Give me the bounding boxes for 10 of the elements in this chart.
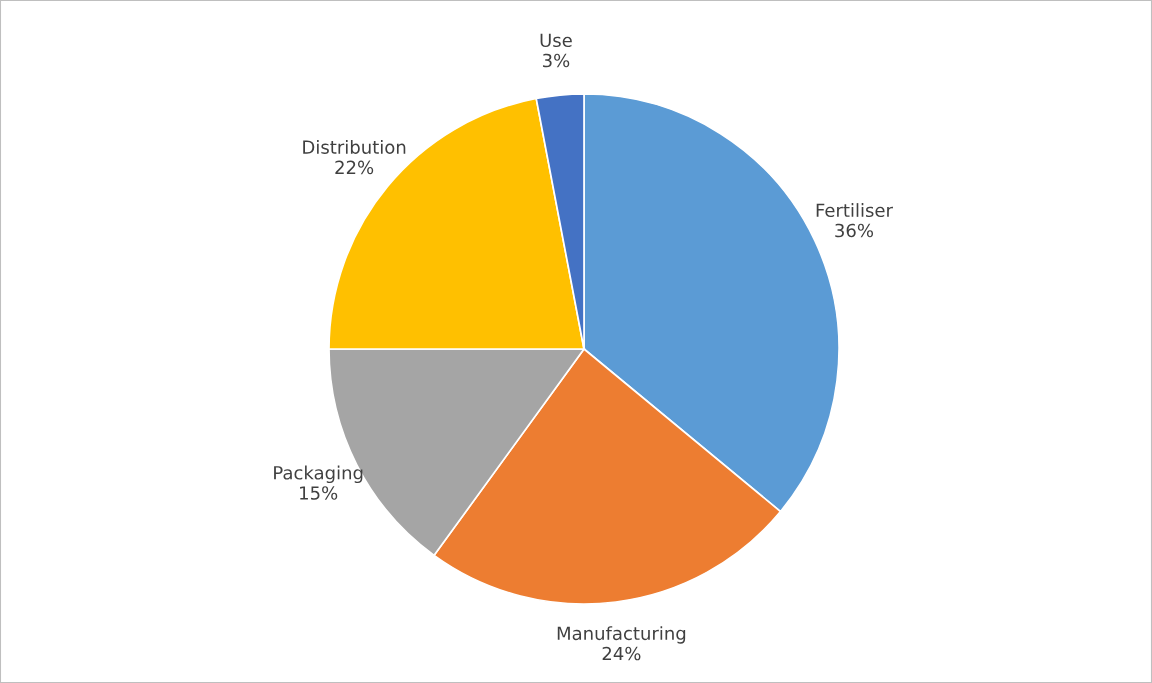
slice-label: Fertiliser <box>816 203 893 218</box>
slice-label: Packaging <box>274 465 363 484</box>
slice-label: Distribution <box>303 139 406 154</box>
data-label: 36% <box>835 223 874 238</box>
data-label: 3% <box>542 53 570 68</box>
slice-label: Use <box>540 33 572 48</box>
data-label: 22% <box>335 160 374 175</box>
slice-label: Manufacturing <box>557 626 686 644</box>
data-label: 15% <box>300 486 338 500</box>
data-label: 24% <box>602 646 641 661</box>
